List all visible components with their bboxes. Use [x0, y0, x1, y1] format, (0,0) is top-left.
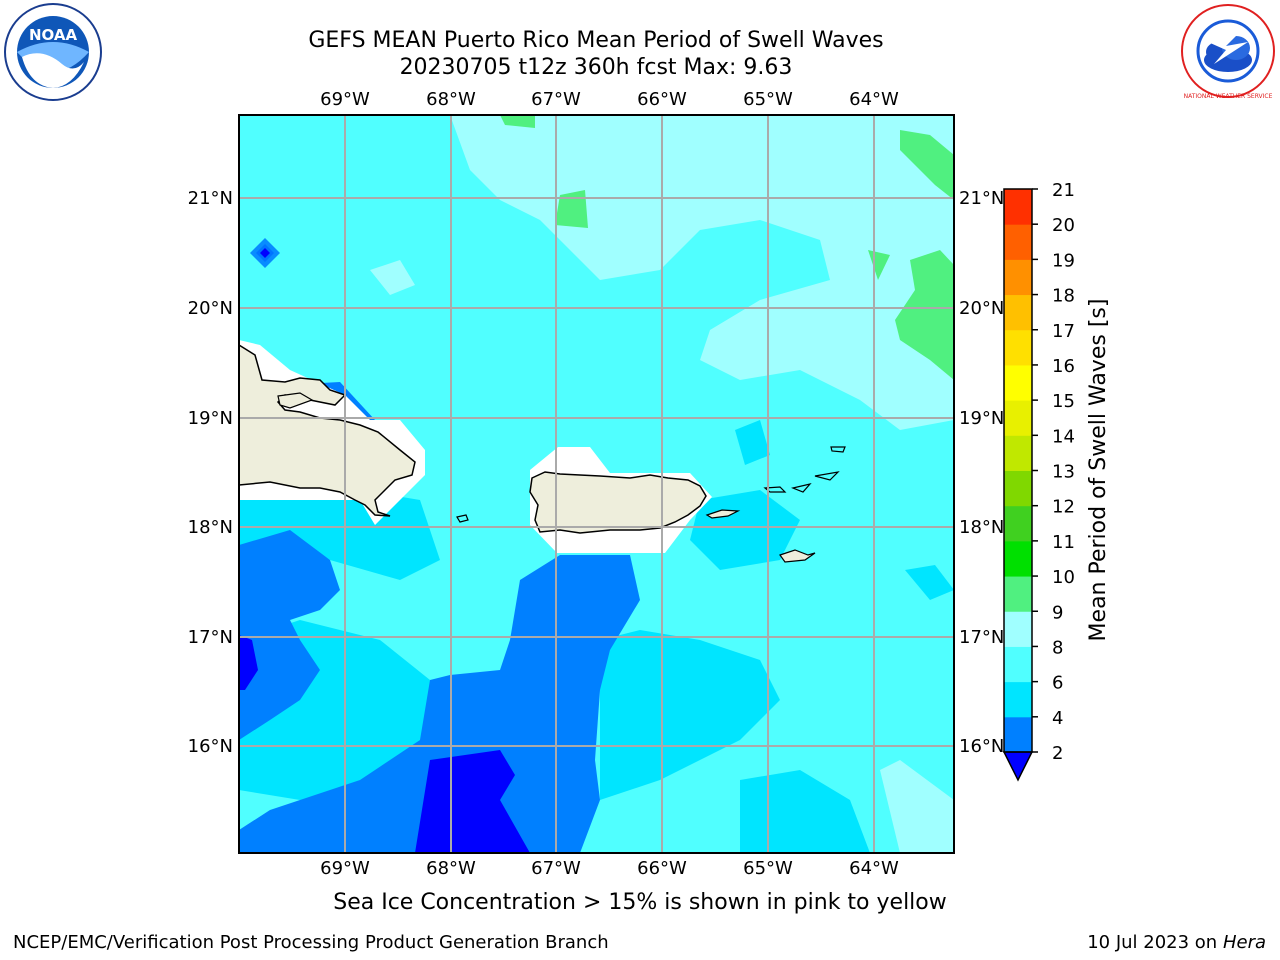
swell-region-8-9-c — [880, 760, 954, 853]
swell-region-6-8-g — [735, 420, 770, 465]
sea-ice-note: Sea Ice Concentration > 15% is shown in … — [333, 890, 947, 915]
lon-label-bottom-4: 65°W — [743, 858, 793, 879]
swell-region-6-8-e — [740, 770, 870, 853]
colorbar-tick-label: 9 — [1052, 602, 1063, 623]
virgin-islands — [763, 446, 846, 493]
colorbar-segment — [1004, 189, 1032, 225]
lat-label-left-1: 20°N — [188, 298, 233, 319]
nws-logo: NATIONAL WEATHER SERVICE — [1181, 4, 1275, 100]
gonave-island — [277, 392, 314, 409]
colorbar-under-arrow — [1002, 751, 1034, 782]
lat-label-right-2: 19°N — [959, 408, 1004, 429]
colorbar-segment — [1004, 400, 1032, 436]
swell-region-2-4 — [415, 750, 530, 853]
colorbar-label: Mean Period of Swell Waves [s] — [1086, 299, 1111, 642]
colorbar-tick-label: 17 — [1052, 321, 1075, 342]
noaa-logo: NOAA — [4, 3, 102, 101]
colorbar-tick-label: 20 — [1052, 215, 1075, 236]
colorbar-segment — [1004, 364, 1032, 401]
lon-labels: 69°W 68°W 67°W 66°W 65°W 64°W 69°W 68°W … — [320, 89, 899, 879]
colorbar-segment — [1004, 259, 1032, 296]
lon-label-top-3: 66°W — [637, 89, 687, 110]
swell-region-4-6-b — [239, 555, 640, 853]
lat-label-right-4: 17°N — [959, 627, 1004, 648]
lat-labels: 21°N 20°N 19°N 18°N 17°N 16°N 21°N 20°N … — [188, 188, 1005, 757]
st-croix-island — [779, 549, 816, 563]
footer-machine: Hera — [1222, 932, 1266, 953]
colorbar-segment — [1004, 646, 1032, 683]
swell-region-9-10-e — [895, 250, 954, 380]
colorbar-segment — [1004, 470, 1032, 507]
lon-label-bottom-5: 64°W — [849, 858, 899, 879]
map-area — [239, 115, 954, 853]
swell-region-9-10-b — [555, 190, 588, 228]
footer-date: 10 Jul 2023 on Hera — [1087, 932, 1266, 953]
lat-label-right-5: 16°N — [959, 736, 1004, 757]
colorbar-tick-label: 21 — [1052, 180, 1075, 201]
swell-region-6-8-d — [690, 490, 800, 570]
lat-label-right-1: 20°N — [959, 298, 1004, 319]
lon-label-bottom-0: 69°W — [320, 858, 370, 879]
hispaniola-land — [239, 344, 416, 517]
colorbar-tick-label: 6 — [1052, 673, 1063, 694]
colorbar-tick-label: 10 — [1052, 567, 1075, 588]
footer-date-text: 10 Jul 2023 on — [1087, 932, 1223, 953]
swell-point-2-4-c — [260, 248, 270, 258]
lon-label-top-0: 69°W — [320, 89, 370, 110]
lat-label-left-0: 21°N — [188, 188, 233, 209]
lon-label-top-2: 67°W — [531, 89, 581, 110]
colorbar-segment — [1004, 294, 1032, 331]
swell-region-6-8-c — [600, 630, 780, 800]
colorbar-tick-label: 19 — [1052, 250, 1075, 271]
colorbar-segment — [1004, 329, 1032, 366]
lon-label-top-5: 64°W — [849, 89, 899, 110]
lon-label-top-4: 65°W — [743, 89, 793, 110]
colorbar-segment — [1004, 540, 1032, 577]
lat-label-left-4: 17°N — [188, 627, 233, 648]
lon-label-bottom-1: 68°W — [426, 858, 476, 879]
colorbar-segment — [1004, 505, 1032, 542]
colorbar-tick-label: 18 — [1052, 286, 1075, 307]
lat-label-right-0: 21°N — [959, 188, 1004, 209]
mona-island — [456, 514, 469, 523]
colorbar-tick-label: 2 — [1052, 743, 1063, 764]
colorbar-tick-label: 8 — [1052, 637, 1063, 658]
colorbar-segment — [1004, 576, 1032, 612]
lat-label-left-5: 16°N — [188, 736, 233, 757]
swell-region-9-10-a — [500, 115, 535, 128]
colorbar-segment — [1004, 224, 1032, 260]
swell-region-9-10-c — [900, 130, 954, 200]
swell-region-8-9-b — [370, 260, 415, 295]
swell-region-2-4-b — [239, 635, 258, 690]
colorbar-tick-label: 12 — [1052, 497, 1075, 518]
title-line-1: GEFS MEAN Puerto Rico Mean Period of Swe… — [308, 28, 884, 53]
colorbar-segment — [1004, 716, 1032, 753]
colorbar-tick-label: 4 — [1052, 708, 1063, 729]
vieques-island — [705, 509, 741, 519]
lat-label-left-3: 18°N — [188, 517, 233, 538]
footer-branch: NCEP/EMC/Verification Post Processing Pr… — [13, 932, 609, 953]
colorbar: 2 4 6 8 9 10 11 12 13 14 15 16 17 18 19 20 21 — [1002, 180, 1075, 782]
colorbar-tick-label: 11 — [1052, 532, 1075, 553]
lat-label-left-2: 19°N — [188, 408, 233, 429]
colorbar-tick-label: 13 — [1052, 462, 1075, 483]
lat-label-right-3: 18°N — [959, 517, 1004, 538]
lon-label-top-1: 68°W — [426, 89, 476, 110]
swell-region-4-6 — [239, 530, 340, 740]
map-frame — [238, 114, 955, 854]
colorbar-segment — [1004, 681, 1032, 718]
colorbar-segment — [1004, 435, 1032, 471]
gridlines — [239, 115, 954, 853]
colorbar-tick-label: 15 — [1052, 391, 1075, 412]
nws-logo-text: NATIONAL WEATHER SERVICE — [1184, 93, 1273, 100]
noaa-logo-text: NOAA — [29, 26, 78, 44]
colorbar-tick-label: 16 — [1052, 356, 1075, 377]
colorbar-segment — [1004, 611, 1032, 647]
lon-label-bottom-3: 66°W — [637, 858, 687, 879]
swell-region-6-8-f — [905, 565, 954, 600]
lon-label-bottom-2: 67°W — [531, 858, 581, 879]
title-line-2: 20230705 t12z 360h fcst Max: 9.63 — [399, 55, 793, 80]
colorbar-tick-label: 14 — [1052, 426, 1075, 447]
